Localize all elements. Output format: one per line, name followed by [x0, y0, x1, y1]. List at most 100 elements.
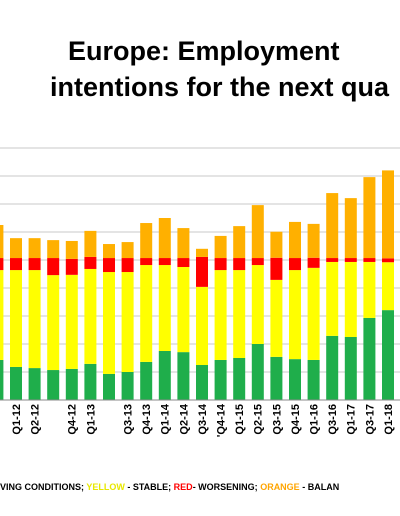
bar-segment	[382, 258, 394, 263]
chart-title: intentions for the next qua	[50, 72, 390, 102]
bar-segment	[214, 235, 227, 259]
bar-segment	[140, 258, 153, 266]
x-tick-label: Q4-12	[67, 404, 79, 435]
bar-segment	[196, 365, 208, 400]
bar-segment	[251, 265, 264, 344]
bar-segment	[270, 356, 283, 400]
bar-segment	[196, 286, 208, 365]
bar-segment	[28, 270, 41, 369]
bar-segment	[270, 279, 283, 357]
bar-segment	[65, 240, 78, 259]
bar-segment	[196, 256, 208, 287]
legend-text: ORANGE	[260, 482, 300, 492]
bar-segment	[84, 268, 97, 364]
bar-segment	[344, 337, 357, 400]
chart-title: Europe: Employment	[68, 36, 340, 66]
bar-segment	[65, 258, 78, 275]
bar-segment	[233, 270, 246, 358]
bar-segment	[307, 223, 320, 258]
bar-segment	[363, 258, 376, 262]
legend-text: VING CONDITIONS;	[0, 482, 86, 492]
bar-segment	[84, 230, 97, 257]
x-tick-label: Q3-16	[327, 404, 339, 435]
bar-segment	[47, 240, 60, 259]
bar-segment	[121, 242, 134, 259]
bar-segment	[84, 363, 97, 400]
bar-segment	[289, 221, 301, 259]
bar-segment	[196, 248, 208, 257]
bar-segment	[103, 373, 115, 400]
bar-segment	[307, 257, 320, 268]
bar-segment	[65, 368, 78, 400]
bar-segment	[47, 258, 60, 276]
legend-text: RED	[174, 482, 194, 492]
bar-segment	[158, 218, 171, 259]
bar-segment	[10, 366, 22, 400]
x-tick-label: Q2-14	[178, 403, 190, 434]
bar-segment	[47, 275, 60, 371]
bar-segment	[344, 261, 357, 337]
bar-segment	[344, 258, 357, 262]
bar-segment	[10, 238, 22, 259]
x-tick-label: Q3-13	[123, 404, 135, 435]
x-tick-label: Q1-13	[85, 404, 97, 435]
bar-segment	[0, 359, 4, 400]
x-tick-label: Q4-15	[290, 404, 302, 435]
x-tick-label: Q1-18	[383, 404, 395, 435]
bar-segment	[270, 257, 283, 280]
bar-segment	[28, 238, 41, 259]
legend-text: - WORSENING;	[193, 482, 261, 492]
bar-segment	[233, 258, 246, 271]
bar-segment	[251, 258, 264, 266]
x-tick-label: Q1-12	[11, 404, 23, 435]
bar-segment	[307, 359, 320, 400]
bar-segment	[289, 359, 301, 400]
bar-segment	[233, 358, 246, 400]
x-tick-label: Q2-12	[30, 404, 42, 435]
bar-segment	[103, 272, 115, 374]
bar-segment	[326, 258, 339, 262]
x-tick-label: Q2-15	[253, 404, 265, 435]
bar-segment	[103, 258, 115, 273]
bar-segment	[121, 372, 134, 400]
bar-segment	[307, 267, 320, 360]
bar-segment	[177, 352, 190, 400]
bar-segment	[214, 270, 227, 360]
bar-segment	[158, 351, 171, 400]
bar-segment	[10, 270, 22, 367]
bar-segment	[289, 270, 301, 360]
bar-segment	[28, 258, 41, 271]
bar-segment	[326, 335, 339, 400]
bar-segment	[214, 359, 227, 400]
x-tick-label: Q1-14	[160, 403, 172, 434]
bar-segment	[382, 170, 394, 259]
bar-segment	[326, 193, 339, 259]
bar-segment	[251, 344, 264, 400]
x-tick-label: Q3-17	[364, 404, 376, 435]
bar-segment	[177, 267, 190, 353]
bar-segment	[158, 258, 171, 266]
x-tick-label: 'Q4-14	[216, 403, 228, 437]
bar-segment	[177, 228, 190, 259]
bar-segment	[10, 258, 22, 271]
x-tick-label: Q1-17	[346, 404, 358, 435]
bar-segment	[65, 274, 78, 369]
legend-text: YELLOW	[86, 482, 125, 492]
bar-segment	[289, 258, 301, 271]
bar-segment	[140, 223, 153, 259]
bar-segment	[326, 261, 339, 336]
x-tick-label: Q4-13	[141, 404, 153, 435]
bar-segment	[47, 370, 60, 400]
bar-segment	[84, 256, 97, 269]
bar-segment	[121, 258, 134, 273]
bar-segment	[214, 258, 227, 271]
x-tick-label: Q1-16	[309, 404, 321, 435]
bar-segment	[363, 177, 376, 259]
bar-segment	[121, 272, 134, 372]
legend: VING CONDITIONS; YELLOW - STABLE; RED- W…	[0, 482, 339, 492]
bar-segment	[233, 226, 246, 259]
x-tick-label: Q3-15	[271, 404, 283, 435]
bar-segment	[103, 244, 115, 259]
bar-segment	[382, 310, 394, 400]
bar-segment	[363, 317, 376, 400]
